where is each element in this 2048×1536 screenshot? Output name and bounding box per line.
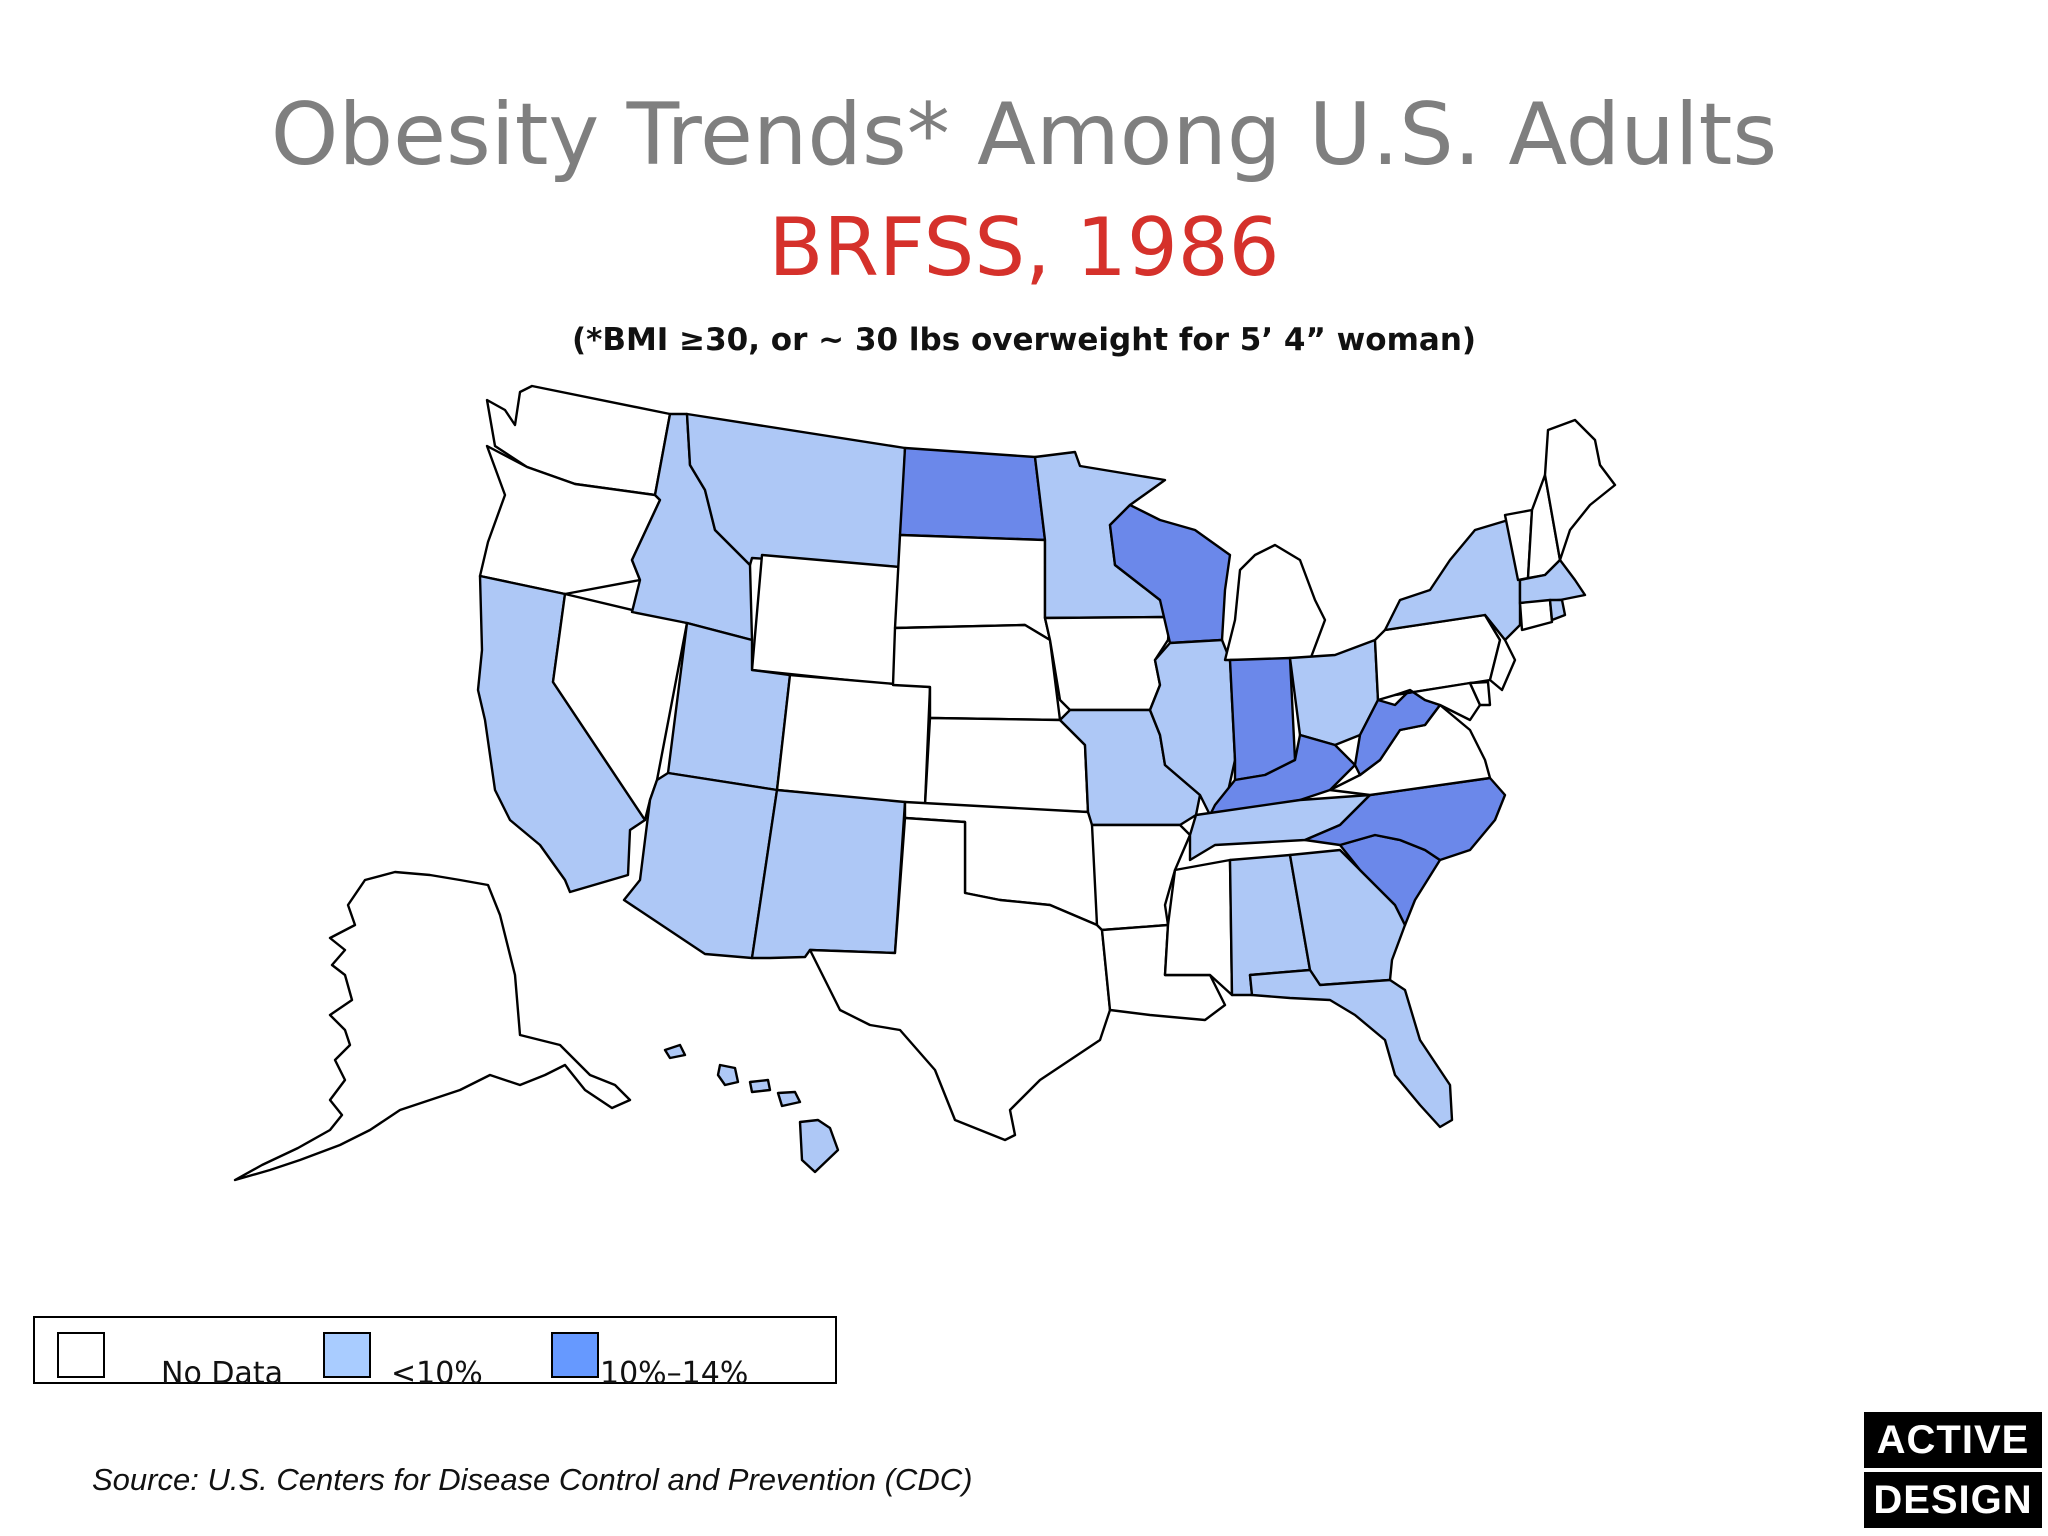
logo-line-1: ACTIVE: [1876, 1418, 2030, 1462]
page-title: Obesity Trends* Among U.S. Adults: [270, 85, 1778, 185]
state-wy: [750, 553, 902, 687]
state-nd: [898, 446, 1047, 542]
legend-label-no-data: No Data: [161, 1356, 283, 1391]
legend-swatch-10-14: [551, 1332, 599, 1378]
state-nj: [1483, 613, 1517, 692]
state-hi: [663, 1043, 840, 1174]
state-nm: [750, 788, 907, 960]
state-ak: [233, 870, 632, 1182]
legend-swatch-no-data: [57, 1332, 105, 1378]
state-de: [1468, 680, 1492, 707]
state-ia: [1043, 615, 1172, 712]
state-ct: [1518, 598, 1554, 632]
logo-line-2: DESIGN: [1873, 1478, 2033, 1522]
state-me: [1543, 418, 1617, 562]
logo-divider: [1864, 1468, 2042, 1472]
state-ks: [923, 716, 1090, 814]
state-tx: [808, 816, 1112, 1142]
state-sd: [893, 533, 1052, 642]
legend-swatch-lt10: [323, 1332, 371, 1378]
map-legend: No Data <10% 10%–14%: [33, 1316, 837, 1391]
legend-label-lt10: <10%: [391, 1356, 483, 1391]
state-ms: [1163, 858, 1234, 997]
bmi-footnote: (*BMI ≥30, or ~ 30 lbs overweight for 5’…: [571, 322, 1477, 358]
legend-label-10-14: 10%–14%: [600, 1356, 749, 1391]
state-in: [1228, 656, 1297, 782]
state-co: [775, 673, 932, 807]
active-design-logo: ACTIVE DESIGN: [1864, 1412, 2042, 1528]
state-ar: [1090, 823, 1192, 932]
page-subtitle: BRFSS, 1986: [768, 201, 1280, 294]
state-fl: [1248, 968, 1454, 1129]
source-citation: Source: U.S. Centers for Disease Control…: [92, 1462, 973, 1497]
state-mi: [1223, 543, 1327, 662]
state-ri: [1548, 598, 1567, 622]
